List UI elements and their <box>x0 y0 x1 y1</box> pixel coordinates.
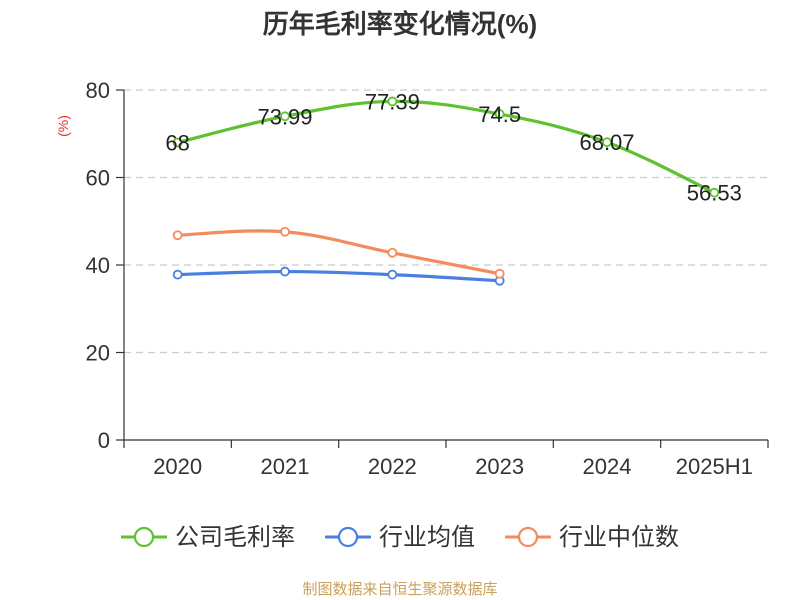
legend-label: 公司毛利率 <box>175 524 295 551</box>
legend-label: 行业均值 <box>379 524 475 551</box>
data-label: 68 <box>165 131 189 156</box>
x-tick-label: 2024 <box>583 454 632 479</box>
y-tick-label: 60 <box>86 166 110 191</box>
source-note: 制图数据来自恒生聚源数据库 <box>302 581 497 598</box>
x-tick-label: 2023 <box>475 454 524 479</box>
x-tick-label: 2020 <box>153 454 202 479</box>
series-1-point <box>387 269 398 280</box>
series-line-0 <box>176 99 716 195</box>
legend-item-1: 行业均值 <box>325 524 475 551</box>
series-2-point <box>172 230 183 241</box>
y-tick-label: 0 <box>98 428 110 453</box>
series-2-point <box>494 268 505 279</box>
legend-marker-icon <box>133 526 155 548</box>
legend-label: 行业中位数 <box>559 524 679 551</box>
legend: 公司毛利率 行业均值 行业中位数 <box>121 524 679 551</box>
series-0-point <box>602 137 612 148</box>
series-0-point <box>280 111 290 122</box>
series-0-point <box>709 187 720 198</box>
legend-item-2: 行业中位数 <box>505 524 679 551</box>
y-axis-unit-label: (%) <box>55 115 71 137</box>
data-label: 56.53 <box>687 181 742 206</box>
data-label: 77.39 <box>365 89 420 114</box>
data-labels: 68 73.99 77.39 74.5 68.07 56.53 <box>165 89 741 205</box>
series-0-point <box>172 137 183 148</box>
series-0-point <box>387 96 398 107</box>
chart-title: 历年毛利率变化情况(%) <box>263 9 537 39</box>
series-lines <box>172 96 720 286</box>
x-tick-label: 2021 <box>261 454 310 479</box>
data-label: 68.07 <box>579 130 634 155</box>
y-tick-label: 80 <box>86 78 110 103</box>
axes: 0 20 40 60 80 2020 2021 2022 2023 2024 2025H1 <box>86 78 769 479</box>
series-line-2 <box>176 229 502 276</box>
data-label: 74.5 <box>478 102 521 127</box>
series-0-point <box>494 109 505 119</box>
data-label: 73.99 <box>257 104 312 129</box>
y-tick-label: 40 <box>86 253 110 278</box>
series-2-point <box>387 247 398 258</box>
legend-marker-icon <box>337 526 359 548</box>
legend-marker-icon <box>517 526 539 548</box>
grid-lines <box>124 89 768 354</box>
series-1-point <box>172 269 183 280</box>
series-line-1 <box>176 269 502 283</box>
series-2-point <box>280 226 290 237</box>
legend-item-0: 公司毛利率 <box>121 524 295 551</box>
x-tick-label: 2022 <box>368 454 417 479</box>
series-1-point <box>280 266 290 277</box>
y-tick-label: 20 <box>86 341 110 366</box>
x-tick-label: 2025H1 <box>676 454 753 479</box>
